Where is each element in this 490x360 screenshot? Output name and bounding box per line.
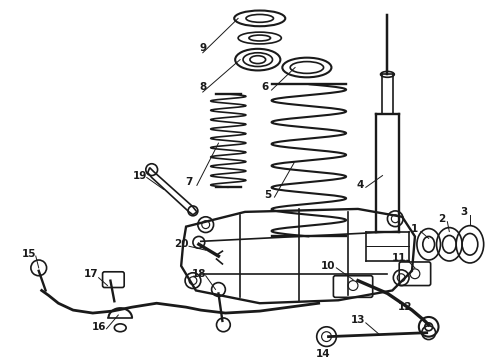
Text: 3: 3 (461, 207, 467, 217)
Text: 20: 20 (174, 239, 188, 249)
Text: 12: 12 (398, 302, 413, 312)
Text: 18: 18 (192, 269, 206, 279)
Text: 10: 10 (321, 261, 336, 271)
Text: 16: 16 (92, 322, 106, 332)
Text: 6: 6 (261, 82, 268, 92)
Text: 19: 19 (133, 171, 147, 180)
Text: 2: 2 (438, 214, 445, 224)
Text: 1: 1 (411, 224, 418, 234)
Text: 13: 13 (351, 315, 365, 325)
Text: 11: 11 (392, 253, 407, 263)
Text: 7: 7 (185, 177, 193, 188)
Text: 4: 4 (356, 180, 364, 190)
Text: 15: 15 (22, 249, 36, 259)
Text: 9: 9 (199, 43, 206, 53)
Text: 8: 8 (199, 82, 206, 92)
Text: 17: 17 (83, 269, 98, 279)
Text: 5: 5 (264, 190, 271, 200)
Text: 14: 14 (316, 349, 331, 359)
